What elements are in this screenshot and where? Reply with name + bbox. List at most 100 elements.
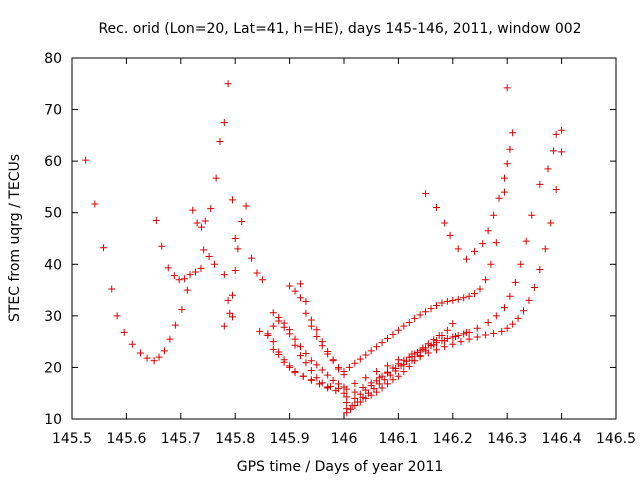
data-point [484, 227, 492, 235]
data-point [318, 366, 326, 374]
data-point [296, 280, 304, 288]
data-point [269, 345, 277, 353]
data-point [506, 292, 514, 300]
data-point [335, 365, 343, 373]
data-point [378, 339, 386, 347]
data-point [367, 379, 375, 387]
data-point [416, 311, 424, 319]
data-point [536, 265, 544, 273]
data-point [400, 368, 408, 376]
data-point [108, 285, 116, 293]
data-point [307, 322, 315, 330]
data-point [324, 371, 332, 379]
data-point [313, 374, 321, 382]
data-point [256, 327, 264, 335]
data-point [449, 296, 457, 304]
data-point [158, 242, 166, 250]
data-point [530, 283, 538, 291]
data-point [435, 331, 443, 339]
data-point [269, 322, 277, 330]
data-point [500, 304, 508, 312]
data-point [313, 326, 321, 334]
data-point [384, 369, 392, 377]
data-point [351, 359, 359, 367]
data-point [462, 255, 470, 263]
data-point [552, 130, 560, 138]
data-point [234, 245, 242, 253]
data-point [419, 345, 427, 353]
data-point [82, 156, 90, 164]
data-point [517, 260, 525, 268]
data-point [280, 356, 288, 364]
x-tick-label: 145.8 [215, 431, 255, 447]
data-point [373, 388, 381, 396]
data-point [224, 80, 232, 88]
data-point [120, 328, 128, 336]
data-point [286, 282, 294, 290]
data-point [432, 302, 440, 310]
x-tick-label: 146.3 [487, 431, 527, 447]
plot-frame [71, 57, 617, 420]
data-point [454, 245, 462, 253]
data-point [465, 292, 473, 300]
data-point [231, 266, 239, 274]
data-point [400, 322, 408, 330]
data-point [197, 264, 205, 272]
data-point [471, 290, 479, 298]
data-point [191, 268, 199, 276]
data-point [150, 357, 158, 365]
data-point [427, 305, 435, 313]
data-point [220, 322, 228, 330]
data-point [258, 276, 266, 284]
y-tick-label: 70 [44, 103, 62, 119]
data-point [492, 239, 500, 247]
data-point [389, 330, 397, 338]
data-point [492, 312, 500, 320]
data-point [558, 148, 566, 156]
data-point [384, 362, 392, 370]
data-point [302, 350, 310, 358]
data-point [503, 324, 511, 332]
data-point [307, 367, 315, 375]
data-point [340, 389, 348, 397]
data-point [205, 253, 213, 261]
data-point [231, 235, 239, 242]
data-point [329, 356, 337, 364]
data-point [408, 350, 416, 358]
data-point [275, 348, 283, 356]
data-point [473, 324, 481, 332]
data-point [354, 398, 362, 406]
data-point [166, 335, 174, 343]
data-point [441, 219, 449, 227]
data-point [128, 340, 136, 348]
data-point [340, 368, 348, 376]
data-point [430, 341, 438, 349]
data-point [291, 287, 299, 295]
data-points [82, 80, 566, 417]
data-point [171, 321, 179, 329]
data-point [449, 320, 457, 328]
y-tick-label: 40 [44, 257, 62, 273]
data-point [506, 145, 514, 153]
y-tick-label: 50 [44, 206, 62, 222]
data-point [511, 278, 519, 286]
data-point [345, 363, 353, 371]
data-point [286, 362, 294, 370]
data-point [224, 296, 232, 304]
data-point [347, 405, 355, 413]
data-point [362, 374, 370, 382]
data-point [201, 217, 209, 225]
x-tick-label: 146.2 [433, 431, 473, 447]
x-axis-label: GPS time / Days of year 2011 [237, 459, 444, 475]
data-point [91, 200, 99, 208]
data-point [228, 291, 236, 299]
data-point [343, 385, 351, 393]
data-point [375, 374, 383, 382]
data-point [212, 174, 220, 182]
data-point [422, 190, 430, 198]
data-point [446, 231, 454, 239]
data-point [522, 237, 530, 245]
data-point [536, 180, 544, 188]
data-point [400, 360, 408, 368]
y-tick-label: 20 [44, 360, 62, 376]
